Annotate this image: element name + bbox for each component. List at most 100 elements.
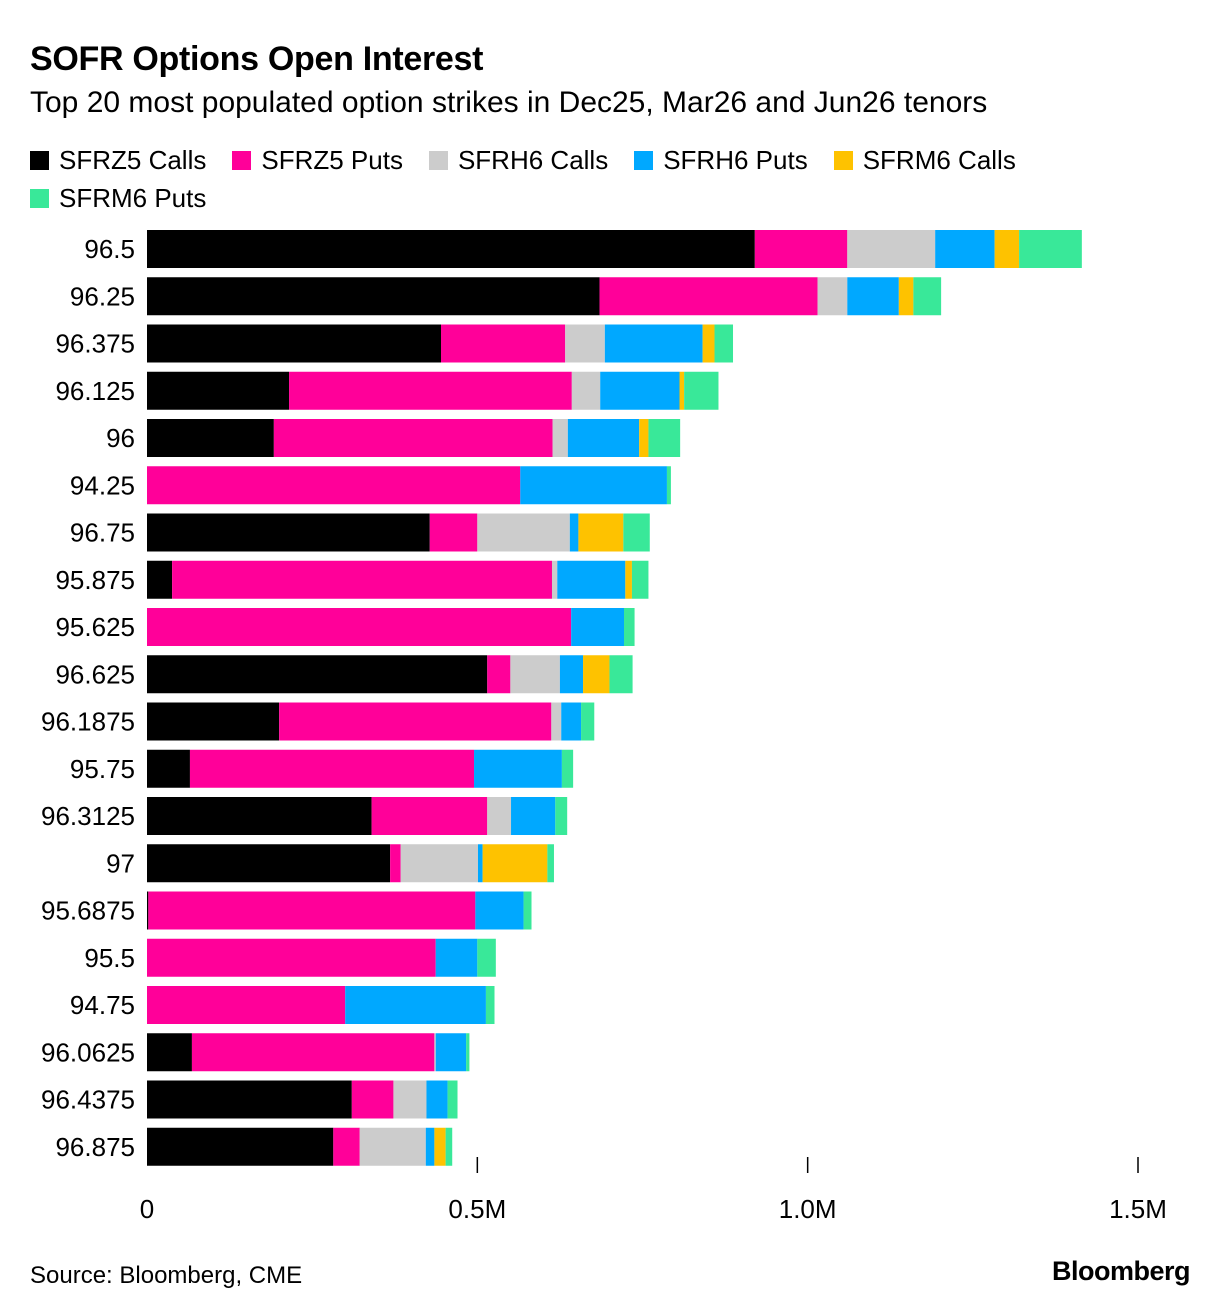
bar-segment — [147, 513, 430, 552]
bar-segment — [847, 277, 899, 316]
category-label: 96.625 — [55, 659, 135, 689]
bar-segment — [898, 277, 914, 316]
bar-segment — [567, 419, 640, 457]
bar-segment — [552, 419, 568, 457]
legend-swatch — [30, 150, 49, 170]
bar-segment — [425, 1127, 435, 1166]
legend-label: SFRM6 Calls — [862, 144, 1016, 175]
category-label: 95.6875 — [41, 896, 135, 926]
bar-segment — [578, 513, 624, 552]
bar-segment — [847, 230, 936, 268]
legend-item: SFRZ5 Puts — [232, 145, 403, 175]
category-label: 96 — [106, 423, 135, 453]
category-label: 95.5 — [84, 943, 135, 973]
bar-segment — [487, 655, 511, 694]
bar-segment — [510, 655, 560, 694]
category-label: 95.75 — [70, 754, 135, 784]
bar-segment — [147, 986, 346, 1024]
legend-item: SFRH6 Puts — [634, 144, 808, 175]
bar-segment — [147, 1080, 352, 1119]
bar-segment — [147, 702, 280, 741]
bar-segment — [147, 749, 190, 788]
bar-segment — [371, 797, 488, 835]
bar-segment — [147, 324, 441, 363]
bar-segment — [482, 844, 548, 883]
legend-label: SFRZ5 Calls — [59, 144, 207, 175]
bar-segment — [147, 655, 488, 694]
bar-segment — [555, 797, 568, 835]
legend-swatch — [833, 150, 853, 170]
bar-segment — [445, 1127, 453, 1166]
legend-label: SFRH6 Puts — [663, 144, 808, 175]
bar-segment — [147, 371, 290, 410]
bar-segment — [624, 608, 635, 646]
legend-label: SFRH6 Calls — [457, 144, 609, 175]
bar-segment — [817, 277, 848, 316]
category-label: 95.625 — [55, 612, 135, 642]
bar-segment — [147, 230, 755, 268]
legend-swatch — [634, 150, 654, 170]
bar-segment — [520, 466, 667, 505]
bar-segment — [147, 938, 436, 977]
category-label: 94.25 — [70, 470, 135, 500]
x-tick-label: 0 — [140, 1194, 154, 1224]
category-label: 95.875 — [55, 565, 135, 595]
bar-segment — [1019, 230, 1082, 268]
bar-segment — [172, 560, 552, 599]
source-note: Source: Bloomberg, CME — [30, 1262, 303, 1289]
bar-segment — [559, 655, 584, 694]
bar-segment — [571, 371, 601, 410]
legend-item: SFRM6 Puts — [30, 182, 207, 213]
bar-segment — [561, 702, 582, 741]
bar-segment — [147, 419, 274, 457]
bar-segment — [435, 1033, 467, 1072]
bar-segment — [440, 324, 566, 363]
bar-segment — [393, 1080, 427, 1119]
bar-segment — [147, 560, 173, 599]
legend-swatch — [428, 150, 448, 170]
bar-segment — [714, 324, 734, 363]
bar-segment — [147, 797, 372, 835]
category-label: 96.3125 — [41, 801, 135, 831]
bar-segment — [571, 608, 625, 646]
bar-segment — [466, 1033, 470, 1072]
x-tick-label: 1.5M — [1109, 1194, 1167, 1224]
chart-subtitle: Top 20 most populated option strikes in … — [30, 86, 988, 119]
bar-segment — [551, 560, 558, 599]
bar-segment — [434, 1127, 446, 1166]
bar-segment — [191, 1033, 435, 1072]
bar-segment — [435, 938, 478, 977]
bar-segment — [390, 844, 401, 883]
bar-segment — [666, 466, 671, 505]
legend: SFRZ5 Calls SFRZ5 Puts SFRH6 Calls SFRH6 Pu… — [30, 144, 1180, 213]
bar-segment — [547, 844, 554, 883]
bar-segment — [477, 938, 496, 977]
bar-segment — [639, 419, 649, 457]
legend-label: SFRM6 Puts — [59, 182, 207, 213]
bar-segment — [581, 702, 595, 741]
bar-segment — [477, 513, 570, 552]
bar-segment — [684, 371, 719, 410]
category-label: 96.4375 — [41, 1085, 135, 1115]
bar-segment — [600, 371, 680, 410]
bar-segment — [345, 986, 486, 1024]
bar-segment — [557, 560, 626, 599]
bar-segment — [477, 844, 483, 883]
bar-segment — [551, 702, 562, 741]
bar-segment — [447, 1080, 458, 1119]
bar-segment — [351, 1080, 394, 1119]
bar-segment — [648, 419, 681, 457]
bar-segment — [148, 891, 476, 930]
bar-segment — [333, 1127, 360, 1166]
x-tick-label: 1.0M — [779, 1194, 837, 1224]
bar-segment — [511, 797, 556, 835]
category-label: 94.75 — [70, 990, 135, 1020]
bar-segment — [429, 513, 478, 552]
bar-segment — [913, 277, 942, 316]
bar-segment — [609, 655, 633, 694]
chart-title: SOFR Options Open Interest — [30, 40, 484, 78]
bar-segment — [631, 560, 649, 599]
bar-segment — [754, 230, 848, 268]
bar-segment — [426, 1080, 448, 1119]
bar-segment — [487, 797, 512, 835]
